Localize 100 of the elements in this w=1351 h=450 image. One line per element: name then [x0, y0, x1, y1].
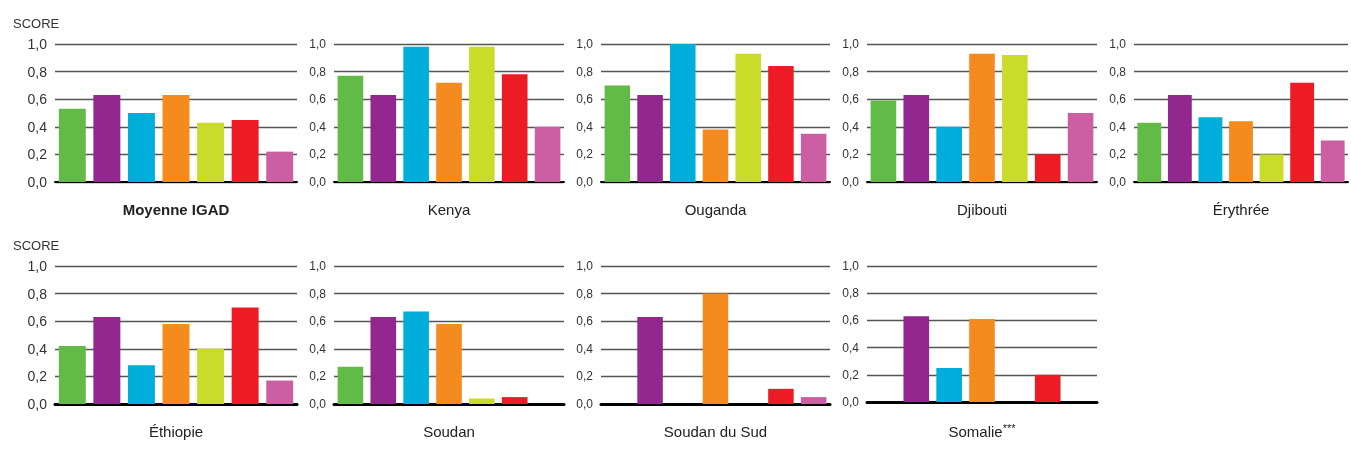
- bar: [127, 365, 155, 404]
- y-tick-label: 0,6: [27, 313, 48, 330]
- bar: [1290, 82, 1315, 182]
- bar: [403, 46, 429, 182]
- y-tick-label: 0,0: [842, 175, 860, 189]
- y-tick-label: 1,0: [842, 259, 860, 273]
- bar: [735, 53, 761, 182]
- y-tick-label: 0,0: [27, 396, 48, 412]
- y-tick-label: 0,4: [842, 119, 860, 134]
- x-axis-title: Djibouti: [956, 201, 1008, 218]
- bar: [768, 388, 794, 404]
- bar: [501, 397, 528, 404]
- y-tick-label: 0,2: [27, 368, 48, 385]
- y-axis-title: SCORE: [13, 16, 60, 31]
- y-tick-label: 1,0: [27, 36, 48, 52]
- x-axis-title: Soudan du Sud: [663, 423, 768, 440]
- y-tick-label: 0,6: [842, 313, 860, 328]
- bar: [93, 95, 121, 182]
- x-axis-title: Éthiopie: [148, 423, 204, 440]
- y-tick-label: 0,0: [576, 175, 594, 189]
- bar: [534, 126, 561, 182]
- y-tick-label: 0,0: [576, 397, 594, 411]
- y-axis-title: SCORE: [13, 238, 60, 253]
- y-tick-label: 0,6: [576, 92, 594, 107]
- bar: [1198, 117, 1223, 182]
- y-tick-label: 0,2: [309, 147, 327, 162]
- y-tick-label: 0,2: [27, 146, 48, 163]
- y-tick-label: 0,4: [309, 119, 327, 134]
- y-tick-label: 1,0: [309, 37, 327, 51]
- bar: [637, 95, 663, 182]
- bar: [1259, 154, 1284, 182]
- y-tick-label: 0,2: [576, 369, 594, 384]
- bar: [127, 113, 155, 182]
- bar: [702, 129, 729, 182]
- y-tick-label: 0,8: [576, 286, 594, 301]
- y-tick-label: 0,0: [1109, 175, 1127, 189]
- bar: [403, 311, 429, 404]
- y-tick-label: 0,8: [27, 63, 48, 80]
- bar: [1137, 122, 1162, 182]
- y-tick-label: 1,0: [309, 259, 327, 273]
- bar: [800, 133, 827, 182]
- bar: [1229, 121, 1253, 182]
- bar: [870, 100, 897, 182]
- x-axis-title: Ouganda: [684, 201, 748, 218]
- x-axis-title: Kenya: [427, 201, 471, 218]
- y-tick-label: 0,4: [27, 118, 48, 135]
- y-tick-label: 0,2: [842, 147, 860, 162]
- bar: [637, 317, 663, 404]
- bar: [1320, 140, 1345, 182]
- y-tick-label: 0,6: [576, 314, 594, 329]
- y-tick-label: 0,8: [576, 64, 594, 79]
- x-axis-title: Érythrée: [1212, 201, 1270, 218]
- bar: [197, 122, 225, 182]
- y-tick-label: 0,8: [27, 285, 48, 302]
- y-tick-label: 1,0: [27, 258, 48, 274]
- bar: [436, 323, 462, 404]
- bar: [337, 75, 364, 182]
- bar: [370, 95, 397, 182]
- bar: [768, 66, 794, 182]
- bar: [231, 119, 259, 182]
- bar: [58, 108, 86, 182]
- y-tick-label: 0,4: [842, 340, 860, 355]
- bar: [969, 319, 995, 402]
- bar: [604, 85, 631, 182]
- bar: [936, 126, 962, 182]
- y-tick-label: 0,8: [1109, 64, 1127, 79]
- y-tick-label: 0,2: [842, 367, 860, 382]
- x-axis-title: Moyenne IGAD: [122, 201, 230, 218]
- y-tick-label: 0,6: [842, 92, 860, 107]
- bar: [469, 46, 495, 182]
- y-tick-label: 1,0: [1109, 37, 1127, 51]
- y-tick-label: 0,4: [27, 340, 48, 357]
- bar: [469, 398, 495, 404]
- bar: [903, 316, 930, 402]
- bar: [1034, 374, 1061, 402]
- y-tick-label: 1,0: [576, 37, 594, 51]
- y-tick-label: 0,0: [842, 395, 860, 409]
- bar: [197, 348, 225, 404]
- y-tick-label: 0,0: [27, 174, 48, 190]
- x-axis-title: Soudan: [423, 423, 475, 440]
- bar: [1067, 113, 1094, 182]
- bar: [903, 95, 930, 182]
- bar: [1002, 55, 1028, 182]
- bar: [231, 307, 259, 404]
- y-tick-label: 0,4: [576, 119, 594, 134]
- bar: [93, 317, 121, 404]
- bar: [1167, 95, 1192, 182]
- y-tick-label: 1,0: [842, 37, 860, 51]
- bar: [800, 397, 827, 404]
- y-tick-label: 0,6: [1109, 92, 1127, 107]
- bar: [501, 74, 528, 182]
- y-tick-label: 0,4: [1109, 119, 1127, 134]
- y-tick-label: 0,4: [309, 341, 327, 356]
- bar: [1034, 154, 1061, 182]
- bar: [337, 366, 364, 404]
- bar: [266, 151, 294, 182]
- bar: [162, 95, 190, 182]
- x-axis-title: Somalie***: [948, 421, 1017, 440]
- y-tick-label: 1,0: [576, 259, 594, 273]
- bar: [266, 380, 294, 404]
